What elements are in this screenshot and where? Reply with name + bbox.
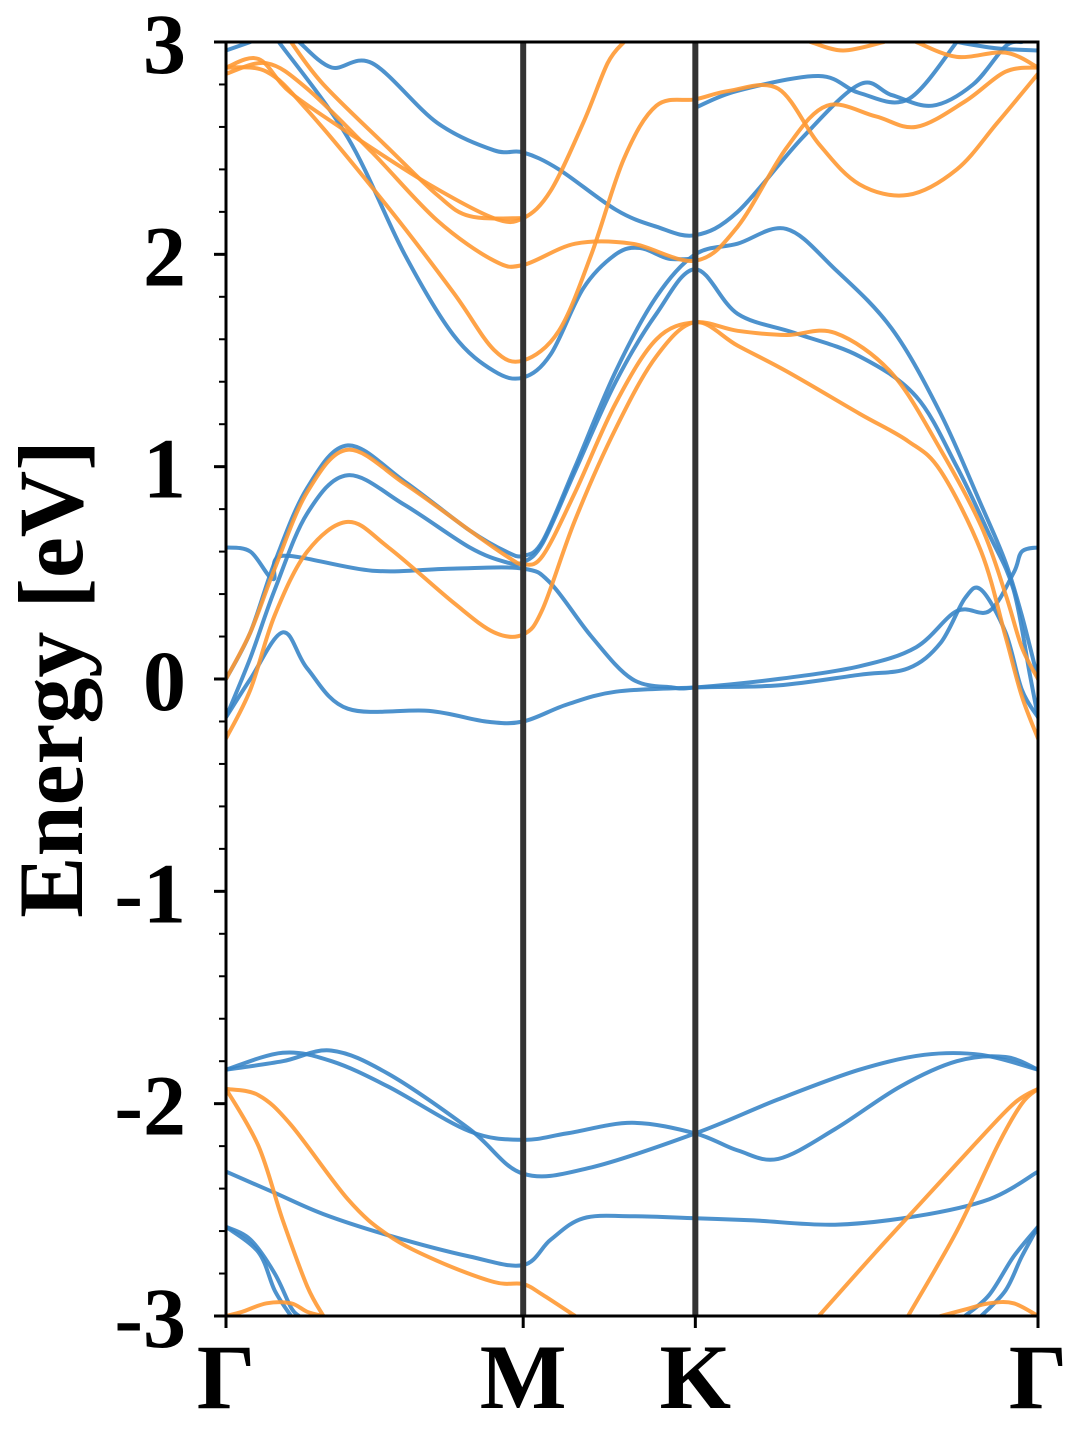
- orange-band-line: [226, 320, 1038, 741]
- orange-band-line: [808, 42, 886, 53]
- blue-band-line: [226, 1224, 302, 1316]
- blue-band-line: [226, 226, 1038, 681]
- orange-band-line: [226, 1300, 326, 1316]
- y-axis-label: Energy [eV]: [0, 440, 102, 918]
- k-point-label: Γ: [197, 1326, 256, 1428]
- y-tick-label: -2: [114, 1058, 186, 1154]
- blue-band-line: [226, 585, 1038, 726]
- y-tick-label: -1: [114, 845, 186, 941]
- blue-band-line: [226, 545, 1038, 691]
- blue-band-line: [276, 42, 698, 381]
- orange-band-line: [226, 1086, 326, 1316]
- y-tick-label: 1: [143, 421, 186, 517]
- blue-band-line: [226, 1050, 1038, 1162]
- orange-band-line: [816, 1086, 1038, 1316]
- blue-band-line: [693, 42, 959, 110]
- blue-band-line: [226, 1169, 1038, 1268]
- y-tick-label: 3: [143, 0, 186, 92]
- orange-band-line: [226, 320, 1038, 681]
- orange-band-line: [906, 1086, 1038, 1316]
- blue-band-line: [954, 42, 1038, 53]
- orange-band-line: [226, 1086, 578, 1316]
- orange-band-line: [914, 42, 1038, 70]
- orange-band-line: [226, 42, 626, 225]
- k-point-label: K: [660, 1326, 732, 1428]
- k-point-label: M: [480, 1326, 567, 1428]
- y-tick-label: 0: [143, 633, 186, 729]
- blue-band-line: [979, 1224, 1038, 1316]
- y-tick-label: 2: [143, 208, 186, 304]
- blue-band-line: [226, 1048, 1038, 1179]
- y-axis: 3 2 1 0 -1 -2 -3: [114, 0, 226, 1366]
- orange-band-line: [289, 42, 526, 221]
- blue-band-line: [226, 267, 1038, 720]
- orange-band-line: [226, 65, 1038, 364]
- blue-band-line: [226, 1224, 293, 1316]
- orange-band-line: [938, 1300, 1038, 1316]
- blue-band-line: [297, 42, 1024, 238]
- k-point-label: Γ: [1009, 1326, 1068, 1428]
- high-symmetry-lines: [520, 42, 699, 1316]
- y-tick-label: -3: [114, 1270, 186, 1366]
- band-lines: [226, 42, 1038, 1316]
